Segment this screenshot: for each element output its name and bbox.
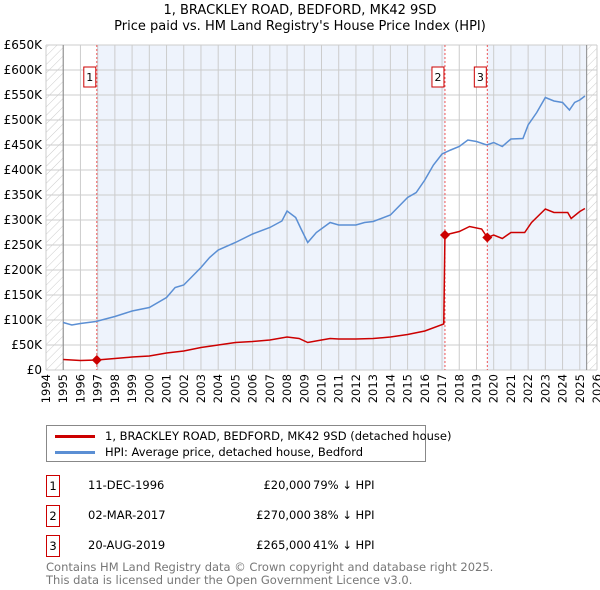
hatched-region	[586, 45, 597, 370]
sale-marker-badge: 3	[46, 535, 60, 557]
x-tick-label: 2001	[160, 374, 174, 403]
sale-price: £270,000	[256, 508, 311, 522]
sale-delta: 41% ↓ HPI	[313, 538, 375, 552]
footer-licence: This data is licensed under the Open Gov…	[46, 573, 413, 587]
x-tick-label: 2026	[590, 374, 600, 403]
x-tick-label: 2022	[521, 374, 535, 403]
x-tick-label: 2014	[383, 374, 397, 403]
sale-delta: 79% ↓ HPI	[313, 478, 375, 492]
y-tick-label: £150K	[4, 288, 44, 302]
x-tick-label: 1994	[39, 374, 53, 403]
y-tick-label: £350K	[4, 188, 44, 202]
sale-price: £20,000	[263, 478, 311, 492]
sale-label-box	[431, 66, 445, 88]
x-tick-label: 2021	[504, 374, 518, 403]
sale-date: 20-AUG-2019	[88, 538, 166, 552]
y-tick-label: £500K	[4, 113, 44, 127]
x-tick-label: 2011	[332, 374, 346, 403]
legend: 1, BRACKLEY ROAD, BEDFORD, MK42 9SD (det…	[46, 425, 451, 462]
sale-row: 2 02-MAR-2017 £270,000 38% ↓ HPI	[46, 505, 546, 527]
y-tick-label: £250K	[4, 238, 44, 252]
sale-row: 3 20-AUG-2019 £265,000 41% ↓ HPI	[46, 535, 546, 557]
x-tick-label: 2010	[315, 374, 329, 403]
x-tick-label: 2005	[228, 374, 242, 403]
x-tick-label: 2006	[246, 374, 260, 403]
sale-price: £265,000	[256, 538, 311, 552]
x-tick-label: 2025	[573, 374, 587, 403]
y-tick-label: £200K	[4, 263, 44, 277]
x-tick-label: 2018	[452, 374, 466, 403]
y-tick-label: £600K	[4, 63, 44, 77]
y-tick-label: £650K	[4, 38, 44, 52]
legend-property-swatch	[55, 434, 95, 438]
y-tick-label: £0	[27, 363, 42, 377]
price-chart: 1994 1995 1996 1997 1998 1999 2000 2001 2002 2003…	[4, 38, 600, 403]
legend-property-label: 1, BRACKLEY ROAD, BEDFORD, MK42 9SD (det…	[105, 429, 452, 443]
x-tick-label: 1996	[73, 374, 87, 403]
x-tick-label: 2003	[194, 374, 208, 403]
x-tick-label: 2016	[418, 374, 432, 403]
hpi-line	[63, 95, 586, 326]
x-tick-label: 2019	[469, 374, 483, 403]
sale-delta: 38% ↓ HPI	[313, 508, 375, 522]
y-tick-label: £550K	[4, 88, 44, 102]
x-tick-label: 1999	[125, 374, 139, 403]
x-tick-label: 2024	[556, 374, 570, 403]
sale-label-box	[473, 66, 487, 88]
x-tick-label: 2007	[263, 374, 277, 403]
sale-label: 3	[477, 71, 484, 84]
x-tick-label: 2004	[211, 374, 225, 403]
x-tick-label: 2017	[435, 374, 449, 403]
y-tick-label: £100K	[4, 313, 44, 327]
x-tick-label: 2008	[280, 374, 294, 403]
sale-point	[482, 232, 493, 243]
sale-marker-badge: 1	[46, 475, 60, 497]
x-tick-label: 2023	[538, 374, 552, 403]
x-tick-label: 2002	[177, 374, 191, 403]
property-price-line	[63, 207, 586, 362]
y-tick-label: £50K	[11, 338, 43, 352]
x-tick-label: 2013	[366, 374, 380, 403]
x-tick-label: 1997	[91, 374, 105, 403]
chart-title: 1, BRACKLEY ROAD, BEDFORD, MK42 9SD	[163, 3, 437, 18]
y-tick-label: £300K	[4, 213, 44, 227]
sale-date: 02-MAR-2017	[88, 508, 166, 522]
sale-row: 1 11-DEC-1996 £20,000 79% ↓ HPI	[46, 475, 546, 497]
sale-date: 11-DEC-1996	[88, 478, 165, 492]
x-tick-label: 2015	[401, 374, 415, 403]
shaded-period	[487, 45, 587, 370]
footer-copyright: Contains HM Land Registry data © Crown c…	[46, 560, 494, 574]
x-tick-label: 2012	[349, 374, 363, 403]
x-tick-label: 1995	[56, 374, 70, 403]
y-tick-label: £400K	[4, 163, 44, 177]
sale-label-box	[83, 66, 97, 88]
legend-hpi-label: HPI: Average price, detached house, Bedf…	[105, 445, 364, 459]
x-tick-label: 2000	[142, 374, 156, 403]
x-tick-label: 2009	[297, 374, 311, 403]
sale-label: 1	[86, 71, 93, 84]
x-tick-label: 2020	[487, 374, 501, 403]
y-tick-label: £450K	[4, 138, 44, 152]
sale-marker-badge: 2	[46, 505, 60, 527]
sale-label: 2	[434, 71, 441, 84]
chart-subtitle: Price paid vs. HM Land Registry's House …	[114, 19, 486, 34]
x-tick-label: 1998	[108, 374, 122, 403]
sale-point	[91, 355, 102, 365]
shaded-period	[96, 45, 445, 370]
hatched-region	[46, 45, 64, 370]
sale-point	[439, 230, 450, 240]
legend-hpi-swatch	[55, 450, 95, 454]
